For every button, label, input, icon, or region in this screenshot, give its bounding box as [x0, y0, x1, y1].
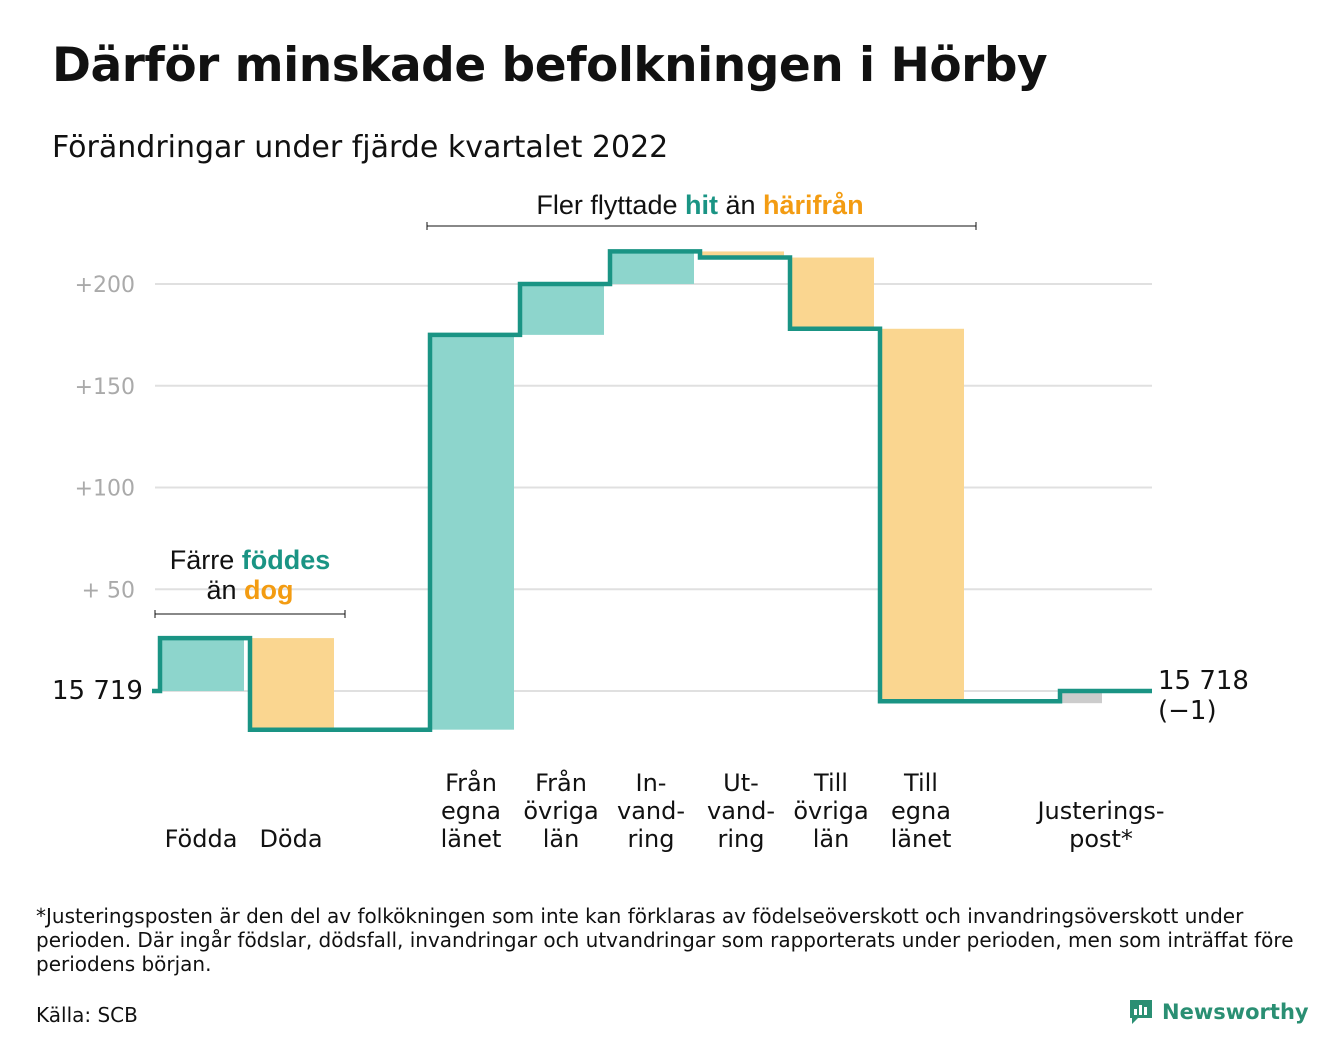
migration-annotation: Fler flyttade hit än härifrån	[426, 190, 977, 230]
bar	[880, 328, 964, 702]
newsworthy-logo-icon	[1130, 1000, 1152, 1024]
bar	[520, 284, 604, 335]
start-value-label: 15 719	[52, 676, 143, 706]
migration-bracket	[426, 222, 977, 230]
category-label: Ut-vand-ring	[707, 769, 775, 853]
category-label: Från övriga län	[523, 768, 598, 853]
bar	[1062, 693, 1102, 704]
category-label: In-vand-ring	[617, 769, 685, 853]
category-label: Döda	[259, 825, 322, 853]
bar	[430, 334, 514, 730]
y-tick-label: + 50	[82, 578, 135, 603]
bar	[160, 638, 244, 691]
step-line	[152, 249, 1152, 732]
births-annotation-line2: än dog	[206, 575, 293, 605]
newsworthy-brand: Newsworthy	[1128, 998, 1309, 1026]
bar	[700, 251, 784, 258]
source-label: Källa: SCB	[36, 1003, 138, 1027]
births-annotation: Färre föddes än dog	[154, 545, 346, 618]
y-tick-label: +100	[75, 477, 135, 502]
category-label: Födda	[165, 825, 238, 853]
brand-name: Newsworthy	[1162, 1000, 1309, 1024]
end-change-label: (−1)	[1158, 696, 1217, 726]
footnote: *Justeringsposten är den del av folkökni…	[36, 904, 1294, 976]
y-tick-label: +150	[75, 375, 135, 400]
bars	[160, 251, 1102, 730]
category-label: Justerings-post*	[1035, 797, 1164, 853]
gridlines	[155, 283, 1152, 692]
births-annotation-line1: Färre föddes	[170, 545, 331, 575]
category-label: Från egna länet	[441, 768, 502, 853]
category-label: Till övriga län	[793, 769, 868, 853]
bar	[610, 251, 694, 284]
bar	[250, 638, 334, 730]
population-step-line	[152, 249, 1152, 732]
category-labels: Födda Döda Från egna länet Från övriga län In-va…	[165, 768, 1165, 853]
end-value-label: 15 718	[1158, 666, 1249, 696]
category-label: Till egna länet	[891, 769, 952, 853]
chart-subtitle: Förändringar under fjärde kvartalet 2022	[52, 130, 669, 165]
chart-title: Därför minskade befolkningen i Hörby	[52, 38, 1048, 93]
migration-annotation-text: Fler flyttade hit än härifrån	[536, 190, 863, 220]
births-bracket	[154, 610, 346, 618]
y-axis-ticks: + 50 +100 +150 +200	[75, 273, 135, 603]
bar	[790, 257, 874, 329]
y-tick-label: +200	[75, 273, 135, 298]
